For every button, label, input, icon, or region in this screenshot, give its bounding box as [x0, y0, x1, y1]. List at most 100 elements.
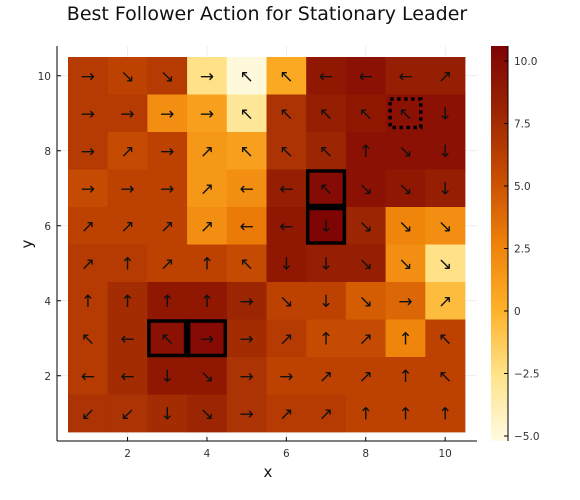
heatmap-cell	[306, 244, 347, 283]
action-arrow: ↘	[438, 254, 452, 274]
highlight-box	[305, 206, 347, 245]
y-tick-label: 2	[44, 371, 51, 383]
action-arrow: →	[120, 104, 134, 124]
heatmap-cell	[385, 394, 426, 433]
highlight-boxes	[147, 97, 423, 358]
action-arrow: ↓	[160, 404, 174, 424]
action-arrow: →	[200, 104, 214, 124]
heatmap-cell	[107, 132, 148, 170]
action-arrow: ↑	[438, 404, 452, 424]
action-arrow: ↘	[279, 292, 293, 312]
action-arrow: →	[240, 292, 254, 312]
heatmap-cell	[107, 169, 148, 208]
heatmap-cell	[306, 319, 347, 358]
heatmap-cell	[68, 244, 109, 283]
heatmap-cell	[385, 57, 426, 95]
action-arrow: ↓	[438, 142, 452, 162]
heatmap-cell	[385, 319, 426, 358]
heatmap-cell	[306, 357, 347, 395]
plot-axes	[56, 46, 477, 442]
heatmap-cell	[425, 282, 466, 320]
heatmap-cell	[425, 357, 466, 395]
action-arrow: ↑	[319, 329, 333, 349]
heatmap-cell	[107, 394, 148, 433]
action-arrow: ↓	[160, 367, 174, 387]
colorbar-gradient	[491, 46, 508, 441]
heatmap-cell	[266, 244, 307, 283]
colorbar-tick-label: 0	[514, 306, 521, 318]
action-arrow: ←	[398, 67, 412, 87]
action-arrow: ↘	[398, 217, 412, 237]
action-arrow: →	[81, 179, 95, 199]
heatmap-cell	[425, 57, 466, 95]
action-arrow: →	[240, 329, 254, 349]
colorbar-tick-label: 7.5	[514, 119, 531, 131]
action-arrow: ↗	[200, 179, 214, 199]
action-arrow: ↖	[240, 142, 254, 162]
heatmap-cell	[385, 94, 426, 133]
heatmap-cell	[425, 244, 466, 283]
action-arrow: ↗	[81, 217, 95, 237]
heatmap-cell	[187, 244, 228, 283]
action-arrow: ↖	[438, 367, 452, 387]
heatmap-cell	[345, 132, 386, 170]
heatmap-cell	[107, 319, 148, 358]
colorbar-tick-label: −5.0	[514, 431, 540, 443]
action-arrow: ↘	[398, 179, 412, 199]
action-arrow: ↓	[438, 104, 452, 124]
action-arrow: ↓	[438, 179, 452, 199]
action-arrow: →	[200, 329, 214, 349]
heatmap-cell	[68, 169, 109, 208]
action-arrow: ↗	[279, 404, 293, 424]
leader-position-box	[388, 97, 423, 130]
action-arrow: ↗	[319, 367, 333, 387]
heatmap-cell	[306, 282, 347, 320]
action-arrow: ↖	[279, 104, 293, 124]
action-arrow: ↖	[160, 329, 174, 349]
x-tick-label: 8	[362, 448, 369, 460]
heatmap-cell	[266, 282, 307, 320]
heatmap-cell	[385, 282, 426, 320]
action-arrow: ↓	[319, 254, 333, 274]
heatmap-cell	[147, 207, 188, 245]
action-arrow: ↘	[398, 142, 412, 162]
action-arrow: →	[240, 404, 254, 424]
action-arrow: ↖	[240, 104, 254, 124]
heatmap-cell	[266, 319, 307, 358]
action-arrow: ↗	[200, 217, 214, 237]
colorbar-tick-label: 10.0	[514, 56, 537, 68]
action-arrow: ↗	[81, 254, 95, 274]
heatmap-cell	[226, 207, 267, 245]
action-arrow: ↖	[81, 329, 95, 349]
action-arrow: ↑	[200, 292, 214, 312]
action-arrow: ↗	[359, 367, 373, 387]
heatmap-cell	[345, 207, 386, 245]
heatmap-cell	[147, 132, 188, 170]
action-arrow: ↗	[438, 292, 452, 312]
heatmap-cell	[187, 57, 228, 95]
action-arrow: ↗	[120, 217, 134, 237]
y-tick-label: 10	[38, 71, 51, 83]
heatmap-cell	[345, 94, 386, 133]
heatmap-cell	[68, 57, 109, 95]
action-arrow: →	[160, 142, 174, 162]
heatmap-cell	[425, 207, 466, 245]
heatmap-cell	[226, 132, 267, 170]
action-arrow: →	[200, 67, 214, 87]
action-arrow: ↖	[240, 254, 254, 274]
heatmap-cell	[345, 169, 386, 208]
action-arrow: →	[81, 67, 95, 87]
action-arrow: ↘	[438, 217, 452, 237]
action-arrow: ↘	[160, 67, 174, 87]
action-arrow: ←	[240, 217, 254, 237]
action-arrow: ↗	[160, 254, 174, 274]
y-axis-label: y	[18, 239, 36, 248]
heatmap-cell	[68, 357, 109, 395]
colorbar-tick-label: 2.5	[514, 244, 531, 256]
heatmap-cell	[226, 357, 267, 395]
action-arrows: → ↘ ↘ → ↖ ↖ ← ← ← ↗ → → → → ↖ ↖ ↖ ↖ ↖ ↓ → ↗ → ↗ ↖ ↖ ↖ ↑ ↘ ↓ → → → ↗ ← ← ↖ ↘ ↘ ↓…	[81, 67, 453, 425]
heatmap-cell	[187, 282, 228, 320]
action-arrow: ↑	[120, 292, 134, 312]
action-arrow: →	[240, 367, 254, 387]
heatmap-cell	[345, 282, 386, 320]
